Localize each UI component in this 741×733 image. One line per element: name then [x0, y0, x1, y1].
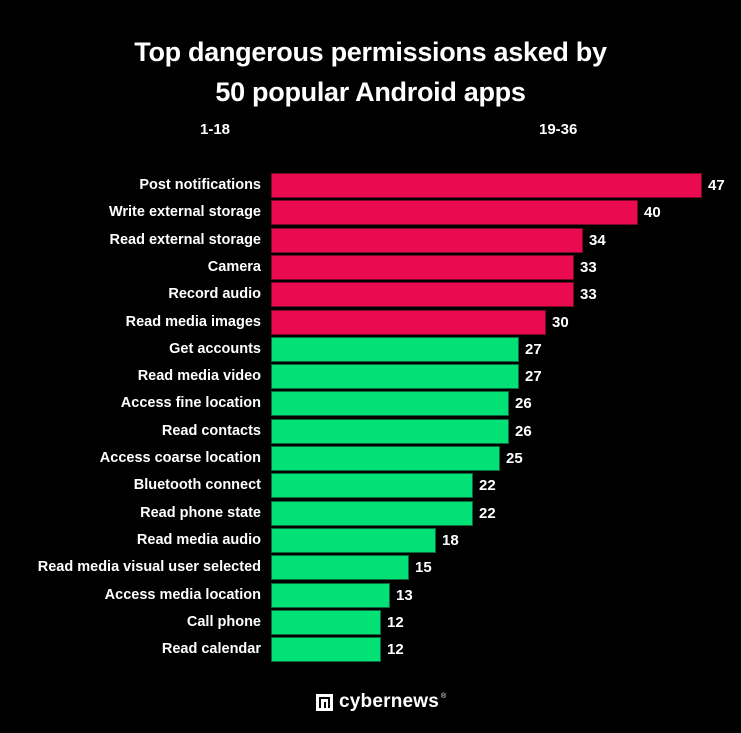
bar: [271, 555, 409, 581]
bar-value: 13: [396, 586, 413, 604]
bar: [271, 637, 381, 663]
bar-row: Read calendar 12: [0, 637, 741, 663]
bar-value: 27: [525, 368, 542, 386]
bar-row: Write external storage 40: [0, 200, 741, 226]
bar-row: Call phone 12: [0, 609, 741, 635]
bar-row: Post notifications 47: [0, 173, 741, 198]
bar-value: 22: [479, 477, 496, 495]
bar: [271, 500, 473, 526]
bar-row: Read media video 27: [0, 364, 741, 390]
bar-label: Read phone state: [140, 504, 261, 521]
bar: [271, 173, 702, 198]
bar-value: 26: [515, 422, 532, 440]
bar-row: Access coarse location 25: [0, 446, 741, 471]
bar: [271, 254, 574, 280]
bar: [271, 473, 473, 499]
bar-row: Camera 33: [0, 254, 741, 280]
bar-value: 12: [387, 641, 404, 659]
bar-label: Read media visual user selected: [37, 559, 261, 576]
bar-value: 18: [442, 531, 459, 549]
bar: [271, 582, 390, 608]
bar: [271, 227, 583, 253]
brand-name: cybernews: [339, 691, 440, 712]
bar-label: Post notifications: [139, 177, 261, 193]
bar-label: Read external storage: [109, 231, 261, 248]
bar-label: Camera: [207, 258, 261, 275]
bar-label: Read calendar: [161, 641, 261, 658]
bar-label: Bluetooth connect: [133, 477, 261, 494]
bar-value: 27: [525, 340, 542, 358]
bar-label: Access fine location: [120, 395, 261, 412]
bar-row: Access fine location 26: [0, 391, 741, 417]
bar-label: Read contacts: [161, 422, 261, 439]
range-label-left: 1-18: [200, 121, 231, 138]
bar-row: Read external storage 34: [0, 227, 741, 253]
bar: [271, 446, 500, 471]
bar-value: 40: [644, 204, 661, 222]
bar-row: Get accounts 27: [0, 336, 741, 362]
bar-value: 12: [387, 613, 404, 631]
bar-row: Read contacts 26: [0, 418, 741, 444]
bar-value: 26: [515, 395, 532, 413]
range-label-right: 19-36: [539, 121, 578, 138]
bar-row: Read media audio 18: [0, 527, 741, 553]
bar-label: Access coarse location: [99, 450, 261, 466]
chart-title-line2: 50 popular Android apps: [215, 77, 526, 107]
bar-value: 33: [580, 286, 597, 304]
bar-label: Get accounts: [169, 340, 261, 357]
bar-label: Call phone: [186, 613, 261, 630]
bar-value: 25: [506, 450, 523, 467]
registered-mark: ®: [441, 692, 447, 700]
bar: [271, 609, 381, 635]
bar-row: Bluetooth connect 22: [0, 473, 741, 499]
cybernews-logo-icon: [316, 693, 333, 711]
bar-label: Access media location: [104, 586, 261, 603]
bar-row: Read media visual user selected 15: [0, 555, 741, 581]
chart-title-line1: Top dangerous permissions asked by: [134, 37, 607, 67]
bar-value: 22: [479, 504, 496, 522]
bar: [271, 418, 509, 444]
bar: [271, 282, 574, 308]
bar-row: Access media location 13: [0, 582, 741, 608]
bar-label: Write external storage: [108, 204, 261, 221]
bar-label: Read media video: [137, 368, 261, 385]
bar: [271, 364, 519, 390]
bar: [271, 391, 509, 417]
bar-row: Read phone state 22: [0, 500, 741, 526]
chart-title: Top dangerous permissions asked by 50 po…: [0, 32, 741, 112]
bar-value: 30: [552, 313, 569, 331]
bar-row: Record audio 33: [0, 282, 741, 308]
bar: [271, 336, 519, 362]
bar-value: 47: [708, 177, 725, 194]
bar-label: Record audio: [168, 286, 261, 303]
bar-row: Read media images 30: [0, 309, 741, 335]
bar-label: Read media images: [125, 313, 261, 330]
bar: [271, 200, 638, 226]
bar-value: 34: [589, 231, 606, 249]
bar: [271, 309, 546, 335]
bar-label: Read media audio: [136, 531, 261, 548]
bar: [271, 527, 436, 553]
bar-value: 15: [415, 559, 432, 577]
brand-logo: cybernews ®: [316, 690, 446, 714]
bar-value: 33: [580, 258, 597, 276]
